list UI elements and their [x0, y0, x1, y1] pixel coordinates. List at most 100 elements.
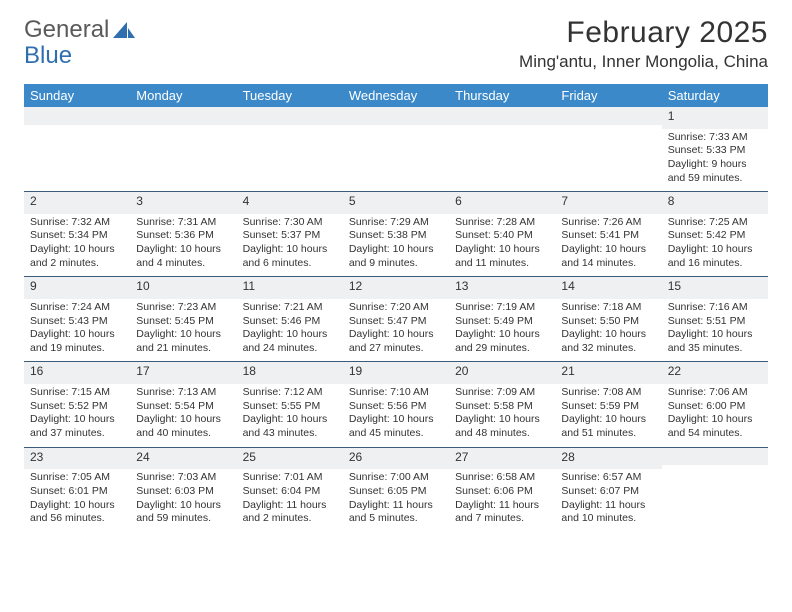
sunset-text: Sunset: 5:55 PM — [243, 400, 337, 414]
sunset-text: Sunset: 5:47 PM — [349, 315, 443, 329]
daylight-text: Daylight: 11 hours and 10 minutes. — [561, 499, 655, 526]
daylight-text: Daylight: 10 hours and 51 minutes. — [561, 413, 655, 440]
empty-day — [237, 107, 343, 125]
sunset-text: Sunset: 5:37 PM — [243, 229, 337, 243]
sunset-text: Sunset: 5:36 PM — [136, 229, 230, 243]
day-number: 19 — [349, 364, 443, 382]
day-number-strip: 24 — [130, 448, 236, 470]
day-number: 13 — [455, 279, 549, 297]
calendar-cell: 21 Sunrise: 7:08 AMSunset: 5:59 PMDayligh… — [555, 362, 661, 447]
day-number-strip: 25 — [237, 448, 343, 470]
day-number: 14 — [561, 279, 655, 297]
sunset-text: Sunset: 5:38 PM — [349, 229, 443, 243]
logo: General — [24, 16, 137, 44]
calendar-cell: 23Sunrise: 7:05 AMSunset: 6:01 PMDayligh… — [24, 447, 130, 532]
daylight-text: Daylight: 10 hours and 37 minutes. — [30, 413, 124, 440]
day-number-strip: 8 — [662, 192, 768, 214]
day-number: 6 — [455, 194, 549, 212]
sunset-text: Sunset: 5:33 PM — [668, 144, 762, 158]
logo-text-1: General — [24, 16, 109, 44]
sunset-text: Sunset: 5:54 PM — [136, 400, 230, 414]
daylight-text: Daylight: 10 hours and 56 minutes. — [30, 499, 124, 526]
day-number-strip: 11 — [237, 277, 343, 299]
calendar-cell: 9Sunrise: 7:24 AMSunset: 5:43 PMDaylight… — [24, 277, 130, 362]
calendar-cell — [555, 107, 661, 192]
sunset-text: Sunset: 5:56 PM — [349, 400, 443, 414]
calendar-cell — [343, 107, 449, 192]
calendar-cell: 11Sunrise: 7:21 AMSunset: 5:46 PMDayligh… — [237, 277, 343, 362]
daylight-text: Daylight: 10 hours and 21 minutes. — [136, 328, 230, 355]
calendar-week-row: 2Sunrise: 7:32 AMSunset: 5:34 PMDaylight… — [24, 192, 768, 277]
day-number-strip: 3 — [130, 192, 236, 214]
day-number-strip: 5 — [343, 192, 449, 214]
empty-day — [555, 107, 661, 125]
sunrise-text: Sunrise: 7:31 AM — [136, 216, 230, 230]
calendar-cell: 1Sunrise: 7:33 AMSunset: 5:33 PMDaylight… — [662, 107, 768, 192]
day-number-strip: 21 — [555, 362, 661, 384]
daylight-text: Daylight: 10 hours and 32 minutes. — [561, 328, 655, 355]
day-number-strip: 27 — [449, 448, 555, 470]
day-number-strip: 17 — [130, 362, 236, 384]
sunrise-text: Sunrise: 7:08 AM — [561, 386, 655, 400]
day-number: 21 — [561, 364, 655, 382]
sunrise-text: Sunrise: 6:57 AM — [561, 471, 655, 485]
day-number-strip: 13 — [449, 277, 555, 299]
day-number: 15 — [668, 279, 762, 297]
daylight-text: Daylight: 11 hours and 5 minutes. — [349, 499, 443, 526]
calendar-table: Sunday Monday Tuesday Wednesday Thursday… — [24, 84, 768, 532]
calendar-cell: 6Sunrise: 7:28 AMSunset: 5:40 PMDaylight… — [449, 192, 555, 277]
calendar-cell: 19 Sunrise: 7:10 AMSunset: 5:56 PMDayligh… — [343, 362, 449, 447]
calendar-cell: 18Sunrise: 7:12 AMSunset: 5:55 PMDayligh… — [237, 362, 343, 447]
sunset-text: Sunset: 6:05 PM — [349, 485, 443, 499]
daylight-text: Daylight: 10 hours and 24 minutes. — [243, 328, 337, 355]
daylight-text: Daylight: 10 hours and 45 minutes. — [349, 413, 443, 440]
calendar-week-row: 9Sunrise: 7:24 AMSunset: 5:43 PMDaylight… — [24, 277, 768, 362]
page: General February 2025 Ming'antu, Inner M… — [0, 0, 792, 548]
dayheader-friday: Friday — [555, 84, 661, 107]
calendar-cell: 3Sunrise: 7:31 AMSunset: 5:36 PMDaylight… — [130, 192, 236, 277]
day-number-strip: 15 — [662, 277, 768, 299]
calendar-cell: 25Sunrise: 7:01 AMSunset: 6:04 PMDayligh… — [237, 447, 343, 532]
daylight-text: Daylight: 10 hours and 54 minutes. — [668, 413, 762, 440]
sunrise-text: Sunrise: 7:03 AM — [136, 471, 230, 485]
daylight-text: Daylight: 10 hours and 27 minutes. — [349, 328, 443, 355]
empty-day — [130, 107, 236, 125]
daylight-text: Daylight: 10 hours and 16 minutes. — [668, 243, 762, 270]
title-block: February 2025 Ming'antu, Inner Mongolia,… — [519, 16, 768, 72]
day-number-strip: 10 — [130, 277, 236, 299]
logo-text-2: Blue — [24, 42, 72, 70]
page-title: February 2025 — [519, 16, 768, 50]
calendar-cell: 12Sunrise: 7:20 AMSunset: 5:47 PMDayligh… — [343, 277, 449, 362]
sunrise-text: Sunrise: 7:10 AM — [349, 386, 443, 400]
sunrise-text: Sunrise: 7:06 AM — [668, 386, 762, 400]
sunrise-text: Sunrise: 7:15 AM — [30, 386, 124, 400]
calendar-cell: 2Sunrise: 7:32 AMSunset: 5:34 PMDaylight… — [24, 192, 130, 277]
calendar-cell — [24, 107, 130, 192]
day-number: 4 — [243, 194, 337, 212]
day-number-strip: 16 — [24, 362, 130, 384]
daylight-text: Daylight: 10 hours and 14 minutes. — [561, 243, 655, 270]
day-number-strip: 9 — [24, 277, 130, 299]
logo-line2: Blue — [24, 42, 72, 70]
calendar-cell: 13Sunrise: 7:19 AMSunset: 5:49 PMDayligh… — [449, 277, 555, 362]
sunset-text: Sunset: 5:46 PM — [243, 315, 337, 329]
calendar-cell: 14Sunrise: 7:18 AMSunset: 5:50 PMDayligh… — [555, 277, 661, 362]
sunset-text: Sunset: 5:42 PM — [668, 229, 762, 243]
daylight-text: Daylight: 10 hours and 48 minutes. — [455, 413, 549, 440]
daylight-text: Daylight: 10 hours and 2 minutes. — [30, 243, 124, 270]
calendar-cell: 28Sunrise: 6:57 AMSunset: 6:07 PMDayligh… — [555, 447, 661, 532]
dayheader-wednesday: Wednesday — [343, 84, 449, 107]
calendar-cell — [237, 107, 343, 192]
sunset-text: Sunset: 5:50 PM — [561, 315, 655, 329]
day-number: 2 — [30, 194, 124, 212]
sunset-text: Sunset: 5:58 PM — [455, 400, 549, 414]
day-number: 23 — [30, 450, 124, 468]
daylight-text: Daylight: 10 hours and 6 minutes. — [243, 243, 337, 270]
sunset-text: Sunset: 5:59 PM — [561, 400, 655, 414]
day-number-strip: 12 — [343, 277, 449, 299]
day-number: 27 — [455, 450, 549, 468]
sunrise-text: Sunrise: 7:32 AM — [30, 216, 124, 230]
daylight-text: Daylight: 10 hours and 9 minutes. — [349, 243, 443, 270]
day-number: 10 — [136, 279, 230, 297]
calendar-cell: 20Sunrise: 7:09 AMSunset: 5:58 PMDayligh… — [449, 362, 555, 447]
